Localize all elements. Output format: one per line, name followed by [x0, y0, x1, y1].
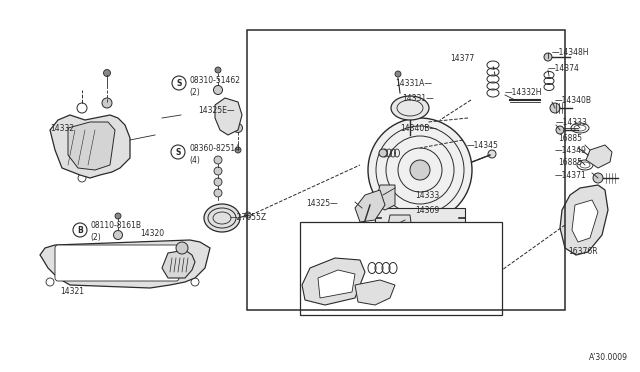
Circle shape [104, 70, 111, 77]
Circle shape [379, 149, 387, 157]
Circle shape [113, 231, 122, 240]
Polygon shape [50, 115, 130, 178]
Text: (4): (4) [189, 155, 200, 164]
Circle shape [395, 71, 401, 77]
Circle shape [556, 126, 564, 134]
Circle shape [235, 147, 241, 153]
Polygon shape [302, 258, 365, 305]
Text: —27655Z: —27655Z [230, 212, 267, 221]
Circle shape [176, 242, 188, 254]
Polygon shape [318, 270, 355, 298]
Circle shape [77, 103, 87, 113]
Circle shape [410, 160, 430, 180]
Text: 14348: 14348 [375, 257, 399, 266]
Circle shape [78, 174, 86, 182]
Text: —14332H: —14332H [505, 87, 543, 96]
Circle shape [378, 249, 386, 257]
Polygon shape [586, 145, 612, 168]
Text: S: S [175, 148, 180, 157]
Circle shape [214, 156, 222, 164]
Polygon shape [375, 185, 395, 210]
Circle shape [102, 98, 112, 108]
Text: 16885: 16885 [558, 134, 582, 142]
Circle shape [46, 278, 54, 286]
Circle shape [234, 124, 243, 132]
Circle shape [389, 249, 395, 255]
Text: —14349: —14349 [555, 145, 587, 154]
FancyBboxPatch shape [55, 245, 179, 281]
Text: 14325E—: 14325E— [198, 106, 234, 115]
Circle shape [215, 67, 221, 73]
Text: 08310-51462: 08310-51462 [189, 76, 240, 84]
Text: 14377: 14377 [450, 54, 474, 62]
Circle shape [368, 118, 472, 222]
Polygon shape [375, 208, 465, 260]
Circle shape [454, 249, 462, 257]
Circle shape [214, 178, 222, 186]
Text: 14373: 14373 [312, 278, 336, 286]
Text: —14333: —14333 [556, 118, 588, 126]
Text: 14370: 14370 [395, 231, 419, 240]
Text: 14340B—: 14340B— [400, 124, 437, 132]
Polygon shape [162, 250, 195, 278]
Circle shape [245, 212, 251, 218]
Text: —14334: —14334 [326, 253, 358, 263]
Polygon shape [215, 98, 242, 135]
Circle shape [115, 213, 121, 219]
Text: 14331A—: 14331A— [395, 78, 432, 87]
Text: 14321: 14321 [60, 288, 84, 296]
Circle shape [214, 167, 222, 175]
Text: Aʹ30.0009: Aʹ30.0009 [589, 353, 628, 362]
Ellipse shape [391, 96, 429, 120]
Text: —14348H: —14348H [552, 48, 589, 57]
Bar [300, 222, 502, 315]
Text: (2): (2) [90, 232, 100, 241]
Text: 14333: 14333 [415, 190, 439, 199]
Circle shape [544, 53, 552, 61]
Circle shape [593, 173, 603, 183]
Text: —14374: —14374 [548, 64, 580, 73]
Text: 16376R: 16376R [568, 247, 598, 257]
Text: B: B [77, 225, 83, 234]
Text: 14325—: 14325— [307, 199, 338, 208]
Polygon shape [572, 200, 598, 242]
Text: —14371: —14371 [555, 170, 587, 180]
Text: (2): (2) [189, 87, 200, 96]
Text: —14340B: —14340B [555, 96, 592, 105]
Text: 14332: 14332 [50, 124, 74, 132]
Circle shape [46, 251, 54, 259]
Circle shape [214, 86, 223, 94]
Text: 16885: 16885 [558, 157, 582, 167]
Text: 08360-82514: 08360-82514 [189, 144, 240, 153]
Circle shape [488, 150, 496, 158]
Ellipse shape [204, 204, 240, 232]
Polygon shape [355, 280, 395, 305]
Circle shape [214, 189, 222, 197]
Circle shape [550, 103, 560, 113]
Text: 14369: 14369 [415, 205, 439, 215]
Polygon shape [40, 240, 210, 288]
Polygon shape [388, 215, 412, 232]
Text: —14345: —14345 [467, 141, 499, 150]
Text: 14331—: 14331— [403, 93, 434, 103]
Text: 08110-8161B: 08110-8161B [90, 221, 141, 230]
Circle shape [378, 211, 386, 219]
Circle shape [454, 211, 462, 219]
Polygon shape [355, 190, 385, 222]
Text: 14327: 14327 [437, 246, 461, 254]
Polygon shape [68, 122, 115, 170]
Circle shape [191, 278, 199, 286]
Bar [247, 30, 565, 310]
Text: 14340A: 14340A [384, 288, 413, 296]
Polygon shape [560, 185, 608, 255]
Text: S: S [176, 78, 182, 87]
Circle shape [191, 248, 199, 256]
Text: 14320: 14320 [140, 228, 164, 237]
